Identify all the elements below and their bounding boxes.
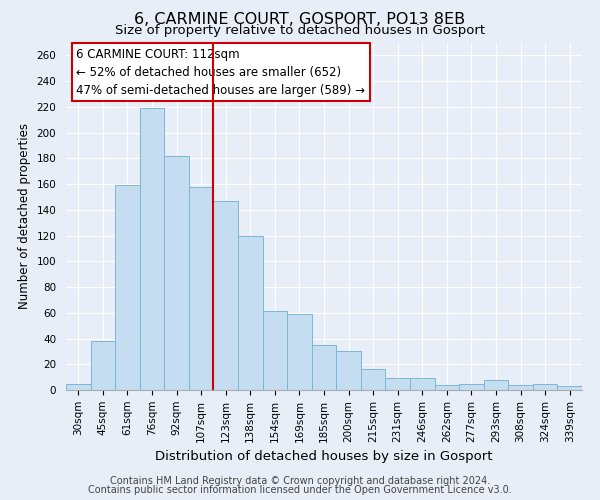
Bar (66, 384, 91, 390)
Bar (312, 345, 336, 390)
Bar (533, 384, 557, 390)
Bar (115, 186, 140, 390)
Bar (164, 156, 189, 390)
Bar (459, 384, 484, 390)
Bar (91, 341, 115, 390)
Text: 6 CARMINE COURT: 112sqm
← 52% of detached houses are smaller (652)
47% of semi-d: 6 CARMINE COURT: 112sqm ← 52% of detache… (76, 48, 365, 96)
Text: Contains public sector information licensed under the Open Government Licence v3: Contains public sector information licen… (88, 485, 512, 495)
Bar (508, 385, 533, 390)
Bar (214, 201, 238, 390)
Bar (361, 370, 385, 390)
Bar (557, 386, 582, 390)
Y-axis label: Number of detached properties: Number of detached properties (18, 123, 31, 309)
Text: Contains HM Land Registry data © Crown copyright and database right 2024.: Contains HM Land Registry data © Crown c… (110, 476, 490, 486)
Bar (336, 352, 361, 390)
Bar (263, 312, 287, 390)
Bar (238, 236, 263, 390)
X-axis label: Distribution of detached houses by size in Gosport: Distribution of detached houses by size … (155, 450, 493, 463)
Bar (189, 186, 214, 390)
Bar (434, 385, 459, 390)
Bar (385, 378, 410, 390)
Bar (410, 378, 434, 390)
Bar (287, 314, 312, 390)
Text: Size of property relative to detached houses in Gosport: Size of property relative to detached ho… (115, 24, 485, 37)
Bar (484, 380, 508, 390)
Text: 6, CARMINE COURT, GOSPORT, PO13 8EB: 6, CARMINE COURT, GOSPORT, PO13 8EB (134, 12, 466, 28)
Bar (140, 108, 164, 390)
